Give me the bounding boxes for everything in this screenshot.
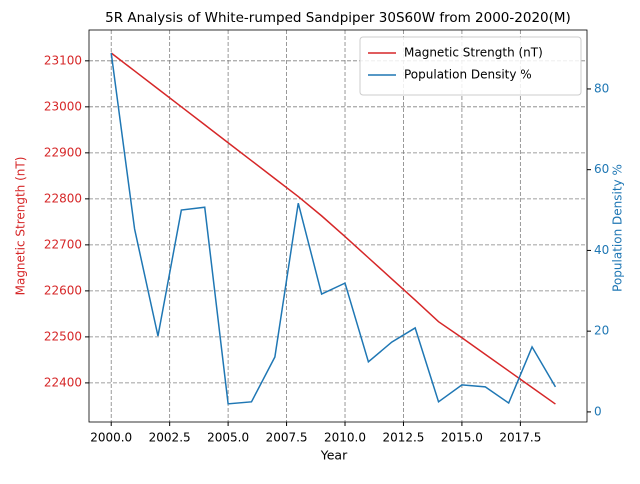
y-tick-label: 22600 <box>44 283 82 297</box>
chart-title: 5R Analysis of White-rumped Sandpiper 30… <box>105 10 571 26</box>
legend-label: Magnetic Strength (nT) <box>404 46 543 60</box>
y-tick-label: 22500 <box>44 329 82 343</box>
x-tick-label: 2002.5 <box>149 431 191 445</box>
y-tick-label: 23000 <box>44 99 82 113</box>
y2-tick-label: 20 <box>594 324 609 338</box>
y2-axis-label: Population Density % <box>611 164 625 292</box>
y-tick-label: 22900 <box>44 145 82 159</box>
y-axis-label: Magnetic Strength (nT) <box>14 157 28 296</box>
x-tick-label: 2007.5 <box>266 431 308 445</box>
y2-tick-label: 40 <box>594 243 609 257</box>
y2-tick-label: 80 <box>594 81 609 95</box>
y-tick-label: 22700 <box>44 237 82 251</box>
x-tick-label: 2017.5 <box>499 431 541 445</box>
x-tick-label: 2015.0 <box>441 431 483 445</box>
y-tick-label: 22400 <box>44 375 82 389</box>
data-line <box>110 52 556 405</box>
x-tick-label: 2000.0 <box>90 431 132 445</box>
legend-label: Population Density % <box>404 68 532 82</box>
x-tick-label: 2005.0 <box>207 431 249 445</box>
plot-frame <box>88 29 588 423</box>
data-line <box>110 52 557 405</box>
x-axis-label: Year <box>320 448 348 463</box>
y-tick-label: 22800 <box>44 191 82 205</box>
x-tick-label: 2010.0 <box>324 431 366 445</box>
legend-box <box>359 36 582 96</box>
y-tick-label: 23100 <box>44 53 82 67</box>
x-tick-label: 2012.5 <box>382 431 424 445</box>
y2-tick-label: 0 <box>594 404 602 418</box>
y2-tick-label: 60 <box>594 162 609 176</box>
